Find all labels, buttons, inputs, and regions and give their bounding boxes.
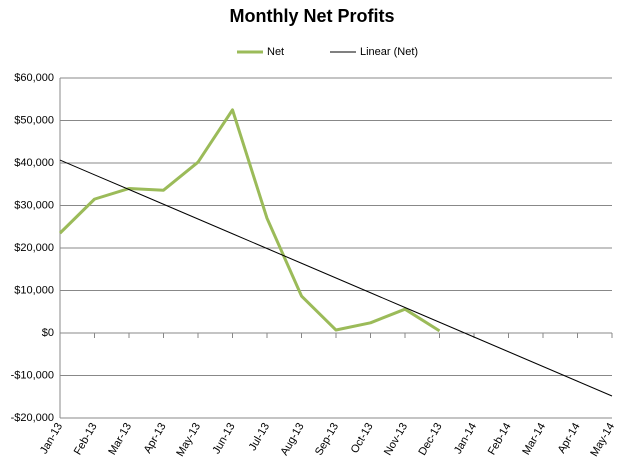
x-tick-label: Mar-14 <box>520 421 548 457</box>
series-line <box>58 108 441 333</box>
y-tick-label: $20,000 <box>14 242 54 254</box>
x-tick-label: Dec-13 <box>416 421 444 458</box>
x-tick-label: Jan-13 <box>38 421 65 456</box>
x-tick-label: Mar-13 <box>106 421 134 457</box>
legend-label: Net <box>267 46 284 58</box>
x-tick-label: May-14 <box>588 421 617 459</box>
x-tick-label: Jul-13 <box>247 421 272 453</box>
x-tick-label: Sep-13 <box>313 421 341 458</box>
x-tick-label: Jun-13 <box>210 421 237 456</box>
x-tick-label: Oct-13 <box>349 421 376 456</box>
x-tick-label: Feb-13 <box>72 421 100 457</box>
x-tick-label: May-13 <box>174 421 203 459</box>
y-tick-label: $40,000 <box>14 157 54 169</box>
y-tick-label: $10,000 <box>14 284 54 296</box>
y-tick-label: -$20,000 <box>11 412 54 424</box>
x-tick-label: Apr-14 <box>556 421 583 456</box>
x-tick-label: Nov-13 <box>382 421 410 458</box>
y-tick-label: $0 <box>42 327 54 339</box>
y-tick-label: $30,000 <box>14 199 54 211</box>
chart-title: Monthly Net Profits <box>230 6 395 26</box>
y-tick-label: $60,000 <box>14 72 54 84</box>
x-tick-label: Apr-13 <box>142 421 169 456</box>
x-tick-label: Jan-14 <box>452 421 479 456</box>
legend-label: Linear (Net) <box>360 46 418 58</box>
x-tick-label: Aug-13 <box>278 421 306 458</box>
series-line <box>59 159 613 397</box>
y-tick-label: -$10,000 <box>11 369 54 381</box>
x-tick-label: Feb-14 <box>486 421 514 457</box>
y-tick-label: $50,000 <box>14 114 54 126</box>
